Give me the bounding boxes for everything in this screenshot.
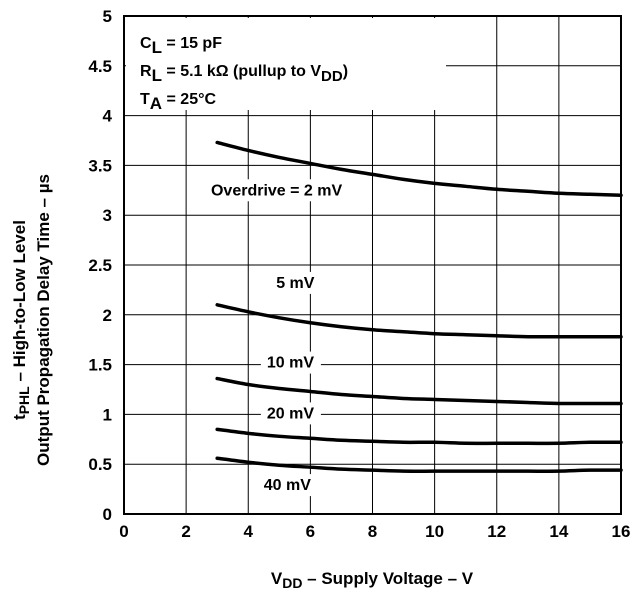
curve-label-background: [204, 179, 371, 202]
curve-label-background: [260, 351, 321, 374]
y-axis-title-line1: tPHL – High-to-Low Level: [10, 220, 32, 420]
y-tick-label: 4: [103, 107, 113, 126]
curve-label: 20 mV: [267, 405, 314, 422]
x-axis-title: VDD – Supply Voltage – V: [271, 569, 474, 591]
y-tick-label: 4.5: [88, 57, 112, 76]
y-axis-title-subscript: PHL: [16, 386, 32, 414]
series-line: [215, 456, 623, 473]
curve-label: 5 mV: [276, 275, 315, 292]
series-line: [215, 303, 623, 339]
y-tick-label: 0: [103, 505, 112, 524]
x-axis-title-main: V: [271, 569, 283, 588]
curve-label: 10 mV: [267, 355, 314, 372]
x-axis-title-subscript: DD: [282, 575, 302, 591]
y-tick-label: 3.5: [88, 156, 112, 175]
grid: [123, 15, 622, 515]
condition-line: CL = 15 pF: [140, 35, 222, 57]
conditions-background: [126, 18, 446, 110]
x-tick-label: 4: [244, 522, 254, 541]
series-lines: [215, 140, 623, 473]
y-tick-label: 0.5: [88, 455, 112, 474]
y-tick-labels: 0 0.5 1 1.5 2 2.5 3 3.5 4 4.5 5: [88, 7, 112, 524]
test-conditions: CL = 15 pF RL = 5.1 kΩ (pullup to VDD) TA …: [140, 35, 348, 113]
y-tick-label: 1.5: [88, 356, 112, 375]
y-tick-label: 2.5: [88, 256, 112, 275]
y-axis-title-rest: – High-to-Low Level: [10, 220, 29, 386]
series-line: [215, 376, 623, 406]
x-tick-label: 8: [368, 522, 377, 541]
series-line: [215, 140, 623, 198]
curve-labels: Overdrive = 2 mV 5 mV 10 mV 20 mV 40 mV: [211, 182, 343, 494]
label-backgrounds: [126, 18, 446, 110]
series-line: [215, 427, 623, 446]
curve-label: Overdrive = 2 mV: [211, 182, 343, 199]
y-tick-label: 2: [103, 306, 112, 325]
x-tick-label: 0: [119, 522, 128, 541]
curve-label-background: [270, 271, 321, 294]
y-tick-label: 1: [103, 405, 112, 424]
y-tick-label: 3: [103, 206, 112, 225]
y-tick-label: 5: [103, 7, 112, 26]
x-axis-title-rest: – Supply Voltage – V: [302, 569, 473, 588]
x-tick-label: 14: [549, 522, 568, 541]
y-axis-title-t: t: [10, 414, 29, 420]
y-axis-title-line2: Output Propagation Delay Time – µs: [34, 174, 53, 466]
x-tick-label: 6: [306, 522, 315, 541]
plot-frame: [123, 15, 622, 515]
x-tick-labels: 0 2 4 6 8 10 12 14 16: [119, 522, 630, 541]
condition-line: TA = 25°C: [140, 91, 216, 113]
curve-label: 40 mV: [264, 477, 311, 494]
x-tick-label: 10: [425, 522, 444, 541]
curve-label-background: [257, 474, 318, 497]
curve-label-background: [260, 402, 321, 425]
x-tick-label: 16: [612, 522, 631, 541]
condition-line: RL = 5.1 kΩ (pullup to VDD): [140, 63, 348, 85]
x-tick-label: 12: [487, 522, 506, 541]
x-tick-label: 2: [181, 522, 190, 541]
